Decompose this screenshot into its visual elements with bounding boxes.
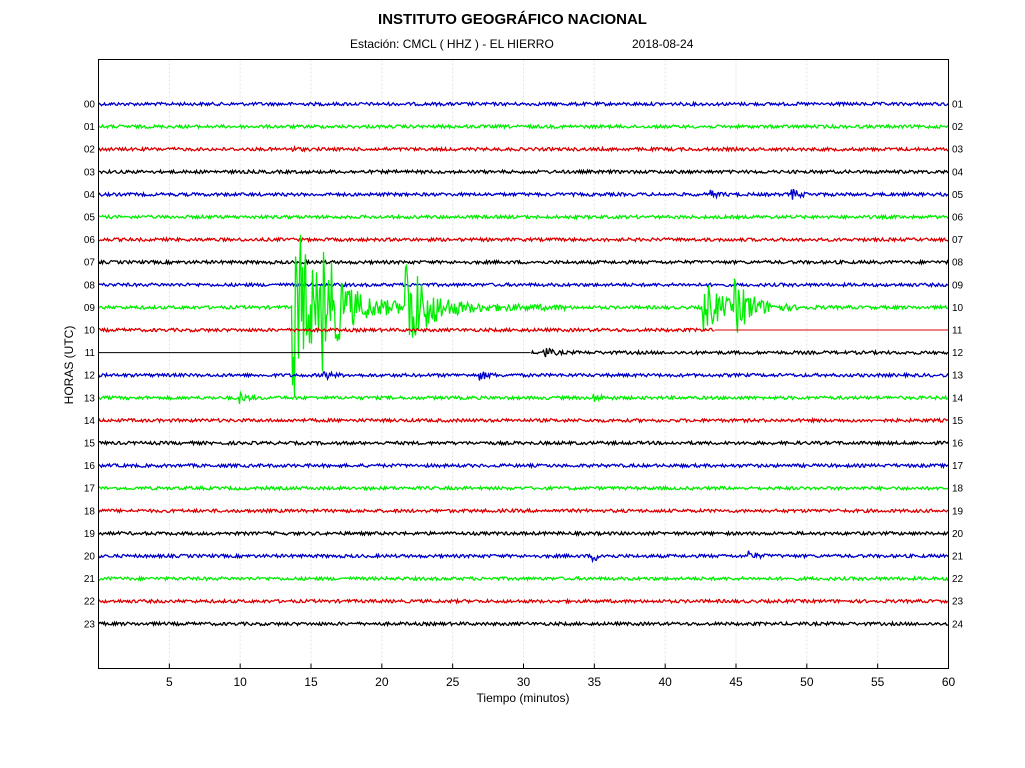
hour-label-left: 04 <box>84 190 96 201</box>
hour-label-right: 07 <box>952 235 964 246</box>
hour-label-left: 06 <box>84 235 96 246</box>
date-label: 2018-08-24 <box>632 37 694 51</box>
hour-label-right: 23 <box>952 597 964 608</box>
hour-label-left: 01 <box>84 122 96 133</box>
trace-hour-23 <box>97 620 949 628</box>
trace-hour-18 <box>97 507 949 515</box>
trace-hour-13 <box>97 390 949 404</box>
hour-label-right: 10 <box>952 303 964 314</box>
trace-hour-09 <box>98 234 949 397</box>
hour-label-left: 21 <box>84 574 96 585</box>
trace-hour-20 <box>97 550 949 564</box>
trace-hour-22 <box>98 597 949 605</box>
trace-hour-01 <box>98 123 949 131</box>
hour-label-left: 19 <box>84 529 96 540</box>
hour-label-right: 06 <box>952 213 964 224</box>
hour-label-right: 04 <box>952 167 964 178</box>
trace-hour-07 <box>97 258 950 266</box>
hour-label-right: 24 <box>952 619 964 630</box>
x-tick-label: 60 <box>942 675 956 689</box>
hour-label-right: 13 <box>952 371 964 382</box>
trace-hour-14 <box>97 416 949 425</box>
grid-lines <box>168 59 879 669</box>
trace-hour-06 <box>98 236 949 244</box>
hour-label-left: 00 <box>84 100 96 111</box>
hour-label-left: 16 <box>84 461 96 472</box>
y-axis-label: HORAS (UTC) <box>62 326 76 405</box>
trace-hour-08 <box>98 281 949 289</box>
x-tick-label: 30 <box>517 675 531 689</box>
chart-title: INSTITUTO GEOGRÁFICO NACIONAL <box>378 11 647 28</box>
trace-hour-21 <box>98 575 950 583</box>
hour-label-right: 03 <box>952 145 964 156</box>
station-label: Estación: CMCL ( HHZ ) - EL HIERRO <box>350 37 554 51</box>
hour-label-right: 17 <box>952 461 964 472</box>
hour-label-right: 12 <box>952 348 964 359</box>
x-tick-label: 15 <box>304 675 318 689</box>
x-tick-label: 45 <box>729 675 743 689</box>
hour-label-left: 12 <box>84 371 96 382</box>
trace-hour-12 <box>97 370 949 382</box>
trace-hour-19 <box>98 529 949 537</box>
hour-label-right: 08 <box>952 258 964 269</box>
hour-label-left: 22 <box>84 597 96 608</box>
hour-label-left: 15 <box>84 439 96 450</box>
trace-hour-05 <box>98 213 949 221</box>
x-tick-label: 5 <box>166 675 173 689</box>
hour-label-right: 21 <box>952 552 964 563</box>
x-tick-label: 40 <box>658 675 672 689</box>
trace-hour-16 <box>98 462 949 470</box>
hour-label-right: 22 <box>952 574 964 585</box>
hour-label-left: 08 <box>84 280 96 291</box>
hour-label-left: 05 <box>84 213 96 224</box>
hour-label-left: 09 <box>84 303 96 314</box>
trace-hour-15 <box>98 439 950 447</box>
hour-label-left: 23 <box>84 619 96 630</box>
x-axis-label: Tiempo (minutos) <box>477 691 570 705</box>
hour-label-left: 14 <box>84 416 96 427</box>
hour-label-left: 07 <box>84 258 96 269</box>
hour-label-right: 01 <box>952 100 964 111</box>
hour-label-left: 02 <box>84 145 96 156</box>
hour-label-right: 20 <box>952 529 964 540</box>
hour-label-right: 15 <box>952 416 964 427</box>
hour-label-right: 11 <box>952 326 963 337</box>
hour-label-left: 10 <box>84 326 96 337</box>
hour-label-left: 18 <box>84 506 96 517</box>
hour-label-right: 02 <box>952 122 964 133</box>
x-tick-label: 10 <box>233 675 247 689</box>
trace-hour-02 <box>97 144 949 153</box>
x-tick-label: 25 <box>446 675 460 689</box>
hour-label-left: 17 <box>84 484 96 495</box>
hour-label-right: 19 <box>952 506 964 517</box>
hour-label-right: 16 <box>952 439 964 450</box>
trace-hour-11 <box>530 347 949 358</box>
trace-hour-03 <box>98 168 949 176</box>
hour-label-left: 03 <box>84 167 96 178</box>
traces <box>97 100 950 628</box>
trace-hour-00 <box>98 100 950 108</box>
x-tick-label: 35 <box>588 675 602 689</box>
trace-hour-04 <box>97 188 949 200</box>
trace-hour-17 <box>98 484 949 492</box>
x-tick-label: 20 <box>375 675 389 689</box>
hour-label-left: 11 <box>85 348 96 359</box>
hour-label-right: 18 <box>952 484 964 495</box>
x-tick-label: 55 <box>871 675 885 689</box>
hour-label-right: 14 <box>952 393 964 404</box>
x-tick-label: 50 <box>800 675 814 689</box>
hour-label-right: 05 <box>952 190 964 201</box>
hour-label-right: 09 <box>952 280 964 291</box>
hour-label-left: 20 <box>84 552 96 563</box>
axis-labels: 5 10 15 20 25 30 35 40 45 50 55 60 00 01 01 02 02 03 03 04 0… <box>84 100 964 690</box>
hour-label-left: 13 <box>84 393 96 404</box>
trace-hour-10 <box>98 326 715 334</box>
